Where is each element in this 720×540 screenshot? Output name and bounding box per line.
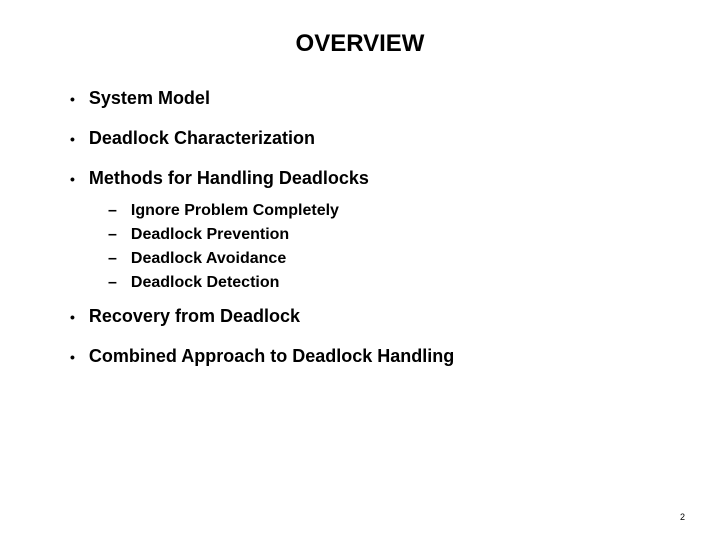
bullet-text: Deadlock Characterization [89,128,315,149]
dash-marker: – [108,274,117,292]
bullet-marker: • [70,306,75,328]
bullet-marker: • [70,168,75,190]
list-item: – Deadlock Detection [108,274,660,292]
bullet-text: Recovery from Deadlock [89,306,300,327]
sub-bullet-text: Deadlock Detection [131,274,279,292]
sub-bullet-text: Deadlock Prevention [131,226,289,244]
main-bullet-list: • System Model • Deadlock Characterizati… [60,88,660,190]
dash-marker: – [108,202,117,220]
bullet-marker: • [70,88,75,110]
slide-title: OVERVIEW [60,30,660,58]
bullet-text: Methods for Handling Deadlocks [89,168,369,189]
list-item: – Ignore Problem Completely [108,202,660,220]
list-item: – Deadlock Prevention [108,226,660,244]
list-item: • Recovery from Deadlock [70,306,660,328]
list-item: • Methods for Handling Deadlocks [70,168,660,190]
list-item: • Deadlock Characterization [70,128,660,150]
bullet-marker: • [70,128,75,150]
main-bullet-list-continued: • Recovery from Deadlock • Combined Appr… [60,306,660,368]
list-item: • System Model [70,88,660,110]
sub-bullet-text: Ignore Problem Completely [131,202,339,220]
list-item: – Deadlock Avoidance [108,250,660,268]
list-item: • Combined Approach to Deadlock Handling [70,346,660,368]
dash-marker: – [108,250,117,268]
bullet-marker: • [70,346,75,368]
sub-bullet-text: Deadlock Avoidance [131,250,286,268]
dash-marker: – [108,226,117,244]
bullet-text: Combined Approach to Deadlock Handling [89,346,454,367]
page-number: 2 [680,512,685,522]
sub-bullet-list: – Ignore Problem Completely – Deadlock P… [60,202,660,292]
bullet-text: System Model [89,88,210,109]
